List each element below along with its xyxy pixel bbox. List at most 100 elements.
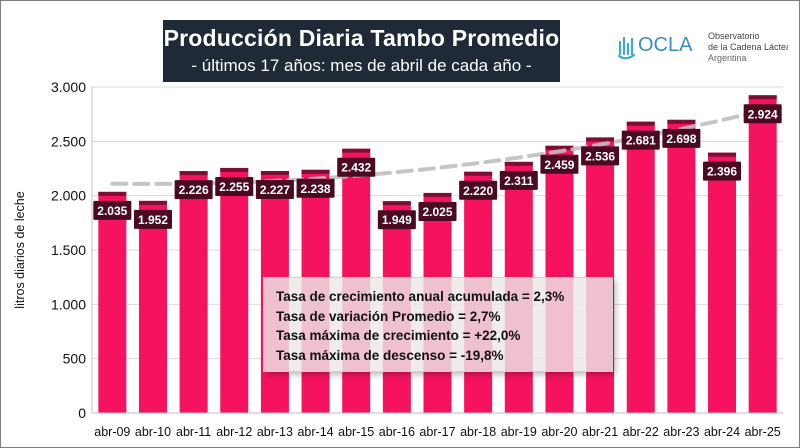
- bar-cap: [545, 145, 574, 150]
- bar-cap: [504, 161, 533, 166]
- value-label-box: [459, 180, 498, 200]
- logo-line3: Argentina: [708, 53, 747, 63]
- y-tick-label: 3.000: [51, 79, 86, 95]
- axis-layer: 0 500 1.000 1.500 2.000 2.500 3.000 abr-09 abr-1…: [51, 79, 783, 439]
- value-label: 2.698: [666, 132, 696, 146]
- value-label-box: [255, 179, 294, 199]
- x-tick-label: abr-20: [541, 425, 577, 439]
- x-tick-label: abr-22: [623, 425, 659, 439]
- value-label: 2.025: [422, 205, 452, 219]
- value-label: 2.681: [626, 134, 656, 148]
- bar-cap: [98, 191, 127, 196]
- bar-cap: [423, 192, 452, 197]
- value-label: 2.226: [179, 183, 209, 197]
- x-tick-label: abr-18: [460, 425, 496, 439]
- value-label-box: [499, 170, 538, 190]
- bar: [708, 152, 737, 413]
- y-tick-label: 1.000: [51, 296, 86, 312]
- logo-line2: de la Cadena Láctea: [708, 42, 788, 52]
- bar: [98, 191, 127, 413]
- value-label-box: [418, 201, 457, 221]
- bar: [667, 119, 696, 414]
- value-label-box: [621, 130, 660, 150]
- bar-cap: [464, 171, 493, 176]
- bar: [220, 167, 249, 413]
- logo-name: OCLA: [638, 34, 693, 56]
- bar-cap: [342, 148, 371, 153]
- x-tick-label: abr-25: [745, 425, 781, 439]
- value-label: 2.220: [463, 184, 493, 198]
- stat-cumulative-growth: Tasa de crecimiento anual acumulada = 2,…: [276, 289, 565, 304]
- x-tick-label: abr-17: [419, 425, 455, 439]
- stat-max-decline: Tasa máxima de descenso = -19,8%: [276, 347, 504, 363]
- ocla-logo: OCLA Observatorio de la Cadena Láctea Ar…: [618, 31, 788, 63]
- chart-subtitle: - últimos 17 años: mes de abril de cada …: [191, 56, 532, 75]
- x-tick-label: abr-24: [704, 425, 740, 439]
- x-tick-label: abr-12: [216, 425, 252, 439]
- value-label: 2.459: [544, 158, 574, 172]
- x-tick-label: abr-13: [257, 425, 293, 439]
- value-label: 1.952: [138, 213, 168, 227]
- y-tick-label: 2.500: [51, 133, 86, 149]
- x-tick-label: abr-14: [297, 425, 333, 439]
- value-label: 2.227: [260, 183, 290, 197]
- y-tick-label: 500: [63, 351, 87, 367]
- value-label: 2.238: [301, 182, 331, 196]
- bar-cap: [220, 167, 249, 172]
- value-label: 2.311: [504, 174, 534, 188]
- stat-average-variation: Tasa de variación Promedio = 2,7%: [276, 308, 501, 324]
- value-label-box: [337, 157, 376, 177]
- bar-cap: [179, 171, 208, 176]
- bar-cap: [708, 152, 737, 157]
- logo-line1: Observatorio: [708, 31, 760, 41]
- bar-cap: [586, 137, 615, 142]
- y-axis-label: litros diarios de leche: [13, 191, 27, 308]
- title-box: Producción Diaria Tambo Promedio - últim…: [163, 20, 560, 82]
- bar-cap: [667, 119, 696, 124]
- milk-wave-icon: [618, 36, 636, 60]
- value-label-box: [296, 178, 335, 198]
- value-label-box: [133, 209, 172, 229]
- x-tick-label: abr-21: [582, 425, 618, 439]
- bar: [748, 95, 777, 413]
- x-tick-label: abr-11: [176, 425, 211, 439]
- bar-cap: [138, 200, 167, 205]
- bar-cap: [301, 169, 330, 174]
- value-label-box: [377, 210, 416, 230]
- x-tick-label: abr-09: [94, 425, 130, 439]
- value-label: 2.396: [707, 165, 737, 179]
- x-tick-label: abr-15: [338, 425, 374, 439]
- chart-title: Producción Diaria Tambo Promedio: [163, 25, 560, 51]
- stats-box: Tasa de crecimiento anual acumulada = 2,…: [263, 277, 613, 372]
- value-label-box: [662, 128, 701, 148]
- y-tick-label: 1.500: [51, 242, 86, 258]
- value-label-box: [540, 154, 579, 174]
- value-label: 2.035: [97, 204, 127, 218]
- value-label: 2.432: [341, 161, 371, 175]
- bar-cap: [260, 170, 289, 175]
- bar: [626, 121, 655, 413]
- bar-cap: [626, 121, 655, 126]
- value-label-box: [703, 161, 742, 181]
- stat-max-growth: Tasa máxima de crecimiento = +22,0%: [276, 328, 521, 343]
- value-label-box: [174, 180, 213, 200]
- y-tick-label: 2.000: [51, 188, 86, 204]
- x-tick-label: abr-10: [135, 425, 171, 439]
- bar-cap: [748, 95, 777, 100]
- value-label-box: [215, 176, 254, 196]
- bar: [179, 171, 208, 413]
- bar: [138, 200, 167, 413]
- x-tick-label: abr-23: [663, 425, 699, 439]
- value-label: 2.255: [219, 180, 249, 194]
- value-labels-layer: 2.035 1.952 2.226 2.255 2.227 2.238 2.432 1.949…: [93, 104, 782, 230]
- value-label: 2.536: [585, 149, 615, 163]
- value-label: 1.949: [382, 213, 412, 227]
- value-label-box: [93, 200, 132, 220]
- value-label-box: [743, 104, 782, 124]
- bar-cap: [382, 201, 411, 206]
- x-tick-label: abr-19: [501, 425, 537, 439]
- value-label: 2.924: [748, 107, 778, 121]
- value-label-box: [581, 146, 620, 166]
- x-tick-label: abr-16: [379, 425, 415, 439]
